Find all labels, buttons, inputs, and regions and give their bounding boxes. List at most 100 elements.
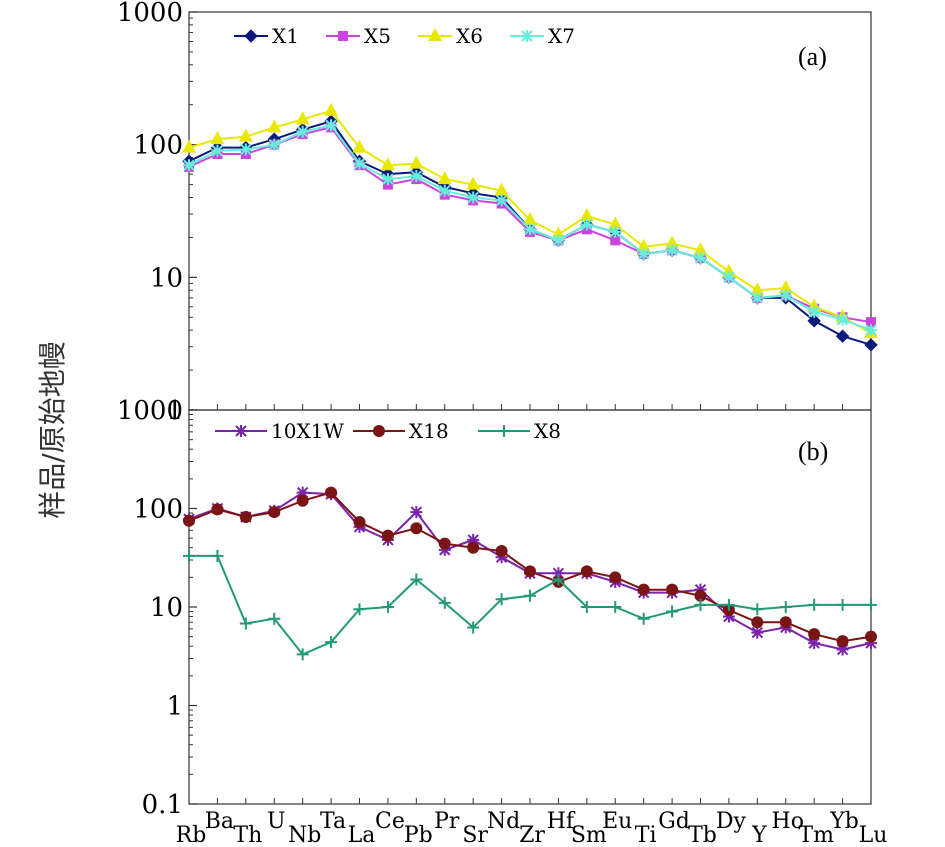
data-point-X18-Th [239, 510, 252, 523]
data-point-X6-Zr [523, 212, 537, 226]
data-point-X7-Zr [524, 223, 536, 236]
plot-frame [188, 409, 872, 805]
data-point-X8-Ta [325, 636, 338, 649]
x-category-label-Dy: Dy [716, 809, 747, 834]
x-category-label-Pr: Pr [434, 809, 460, 834]
y-tick-label: 10 [150, 263, 183, 293]
data-point-10X1W-Pb [410, 506, 423, 519]
data-point-X7-Dy [722, 271, 735, 284]
y-tick-label: 1 [166, 396, 183, 426]
data-point-X8-Th [239, 617, 252, 630]
data-point-X8-Ho [779, 601, 792, 613]
x-axis-category-labels: RbBaThUNbTaLaCePbPrSrNdZrHfSmEuTiGdTbDyY… [176, 809, 888, 847]
data-point-X7-Ho [779, 289, 792, 302]
data-point-X18-Tb [694, 589, 707, 602]
data-point-X8-Eu [609, 601, 622, 613]
data-point-X7-Pb [410, 170, 423, 183]
data-point-X8-Pr [438, 596, 451, 609]
data-point-X8-Sr [467, 621, 480, 634]
data-point-X8-La [353, 603, 366, 616]
data-point-X8-Sm [580, 601, 593, 613]
data-point-X7-Tb [694, 251, 707, 264]
data-point-X18-Pr [438, 537, 451, 550]
y-tick-label: 1000 [117, 396, 183, 426]
legend-label-X1: X1 [272, 24, 299, 48]
legend-label-X6: X6 [456, 24, 483, 48]
x-category-label-Ba: Ba [205, 809, 234, 834]
data-point-X6-Gd [665, 235, 680, 249]
panel-label: (a) [798, 42, 827, 71]
data-point-X18-Gd [666, 583, 679, 596]
data-point-X18-Tm [808, 628, 821, 641]
data-point-X7-Gd [666, 244, 679, 257]
data-point-X7-Th [239, 143, 252, 156]
series-X6 [182, 102, 878, 339]
legend: 10X1W X18 X8 [215, 419, 561, 443]
plot-frame [188, 11, 872, 411]
data-point-X6-Nd [494, 182, 509, 196]
data-point-X8-Ce [381, 601, 394, 613]
data-point-X7-Ti [637, 247, 650, 260]
y-axis-label: 样品/原始地幔 [36, 341, 69, 518]
panel-a: 1 10 100 1000 X1 X5 X6 X7 (a) [117, 0, 878, 426]
data-point-X6-Tb [693, 242, 708, 256]
data-point-X18-Sr [467, 541, 480, 554]
panel-b: 0.1 1 10 100 1000 10X1W X18 X8 (b) [117, 396, 877, 820]
legend-marker-10X1W [235, 425, 247, 437]
data-point-10X1W-Yb [836, 643, 849, 656]
data-point-10X1W-Tb [694, 583, 707, 596]
data-point-10X1W-Pr [438, 543, 451, 556]
legend: X1 X5 X6 X7 [234, 24, 575, 48]
legend-marker-X5 [338, 31, 348, 41]
data-point-X18-Ce [381, 529, 394, 542]
data-point-X7-La [353, 157, 366, 170]
legend-label-X7: X7 [548, 24, 575, 48]
x-category-label-La: La [348, 823, 376, 847]
data-point-X8-Lu [865, 598, 877, 611]
data-point-X8-Nb [296, 648, 309, 661]
legend-label-X8: X8 [534, 419, 561, 443]
x-category-label-Nd: Nd [487, 809, 520, 834]
data-point-X18-Lu [865, 630, 877, 643]
x-category-label-U: U [267, 809, 286, 834]
data-point-X7-Ce [381, 173, 394, 186]
legend-label-10X1W: 10X1W [271, 419, 344, 443]
data-point-X18-La [353, 515, 366, 528]
data-point-X7-Ba [211, 144, 224, 157]
data-point-X1-Lu [864, 338, 878, 352]
series-X8 [183, 549, 877, 661]
data-point-X8-Dy [722, 598, 735, 611]
data-point-X6-U [267, 119, 282, 133]
data-point-X6-Ti [636, 238, 651, 252]
data-point-X18-Eu [609, 571, 622, 584]
x-category-label-Nb: Nb [288, 823, 321, 847]
data-point-X18-Pb [410, 522, 423, 535]
data-point-X5-Eu [610, 235, 621, 246]
data-point-X7-Ta [325, 119, 338, 132]
data-point-X8-Tb [694, 598, 707, 611]
data-point-X6-Sr [466, 176, 481, 190]
data-point-X6-Th [238, 128, 253, 142]
data-point-X18-Rb [183, 514, 195, 527]
data-point-X6-Rb [182, 139, 196, 153]
series-X7 [183, 119, 877, 337]
data-point-X8-U [268, 612, 281, 625]
data-point-X18-Zr [524, 565, 536, 578]
y-tick-label: 100 [133, 131, 183, 161]
data-point-10X1W-Nb [296, 486, 309, 499]
data-point-X6-Ta [324, 102, 339, 116]
x-category-label-Th: Th [233, 823, 262, 847]
data-point-X8-Ti [637, 612, 650, 625]
x-category-label-Pb: Pb [404, 823, 433, 847]
x-category-label-Zr: Zr [519, 823, 545, 847]
data-point-X6-Ce [380, 157, 395, 171]
data-point-X8-Pb [410, 573, 423, 586]
data-point-X6-Nb [295, 111, 310, 125]
data-point-X18-Ta [325, 486, 338, 499]
legend-marker-X7 [521, 30, 533, 42]
data-point-X7-Rb [183, 159, 195, 172]
data-point-X18-Ba [211, 503, 224, 516]
data-point-X8-Yb [836, 598, 849, 611]
x-category-label-Ta: Ta [320, 809, 346, 834]
